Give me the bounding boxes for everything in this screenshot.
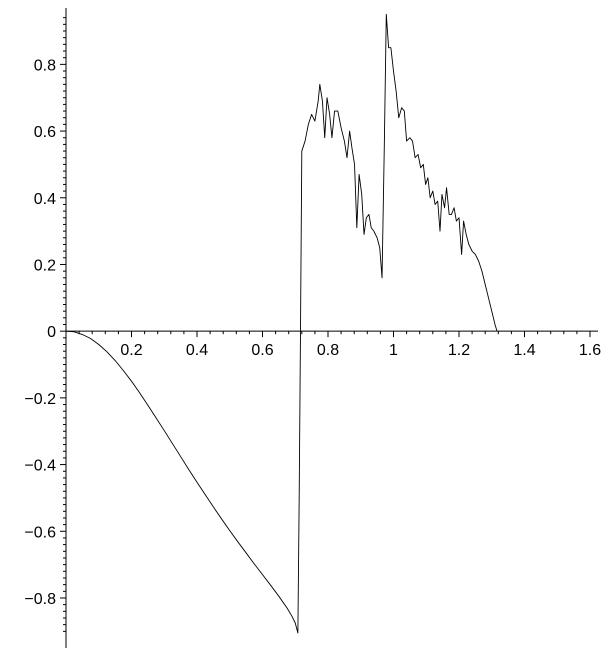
x-tick-label: 0.4 (186, 342, 208, 359)
x-tick-label: 1 (389, 342, 398, 359)
x-ticks: 0.2 0.4 0.6 0.8 1 1.2 1.4 1.6 (120, 331, 601, 359)
y-tick-label: −0.4 (24, 458, 56, 475)
x-tick-label: 1.2 (448, 342, 470, 359)
y-ticks: 0.8 0.6 0.4 0.2 0 −0.2 −0.4 −0.6 −0.8 (24, 57, 56, 608)
y-tick-label: −0.8 (24, 591, 56, 608)
y-tick-label: 0.2 (34, 257, 56, 274)
x-tick-label: 1.4 (513, 342, 535, 359)
x-tick-label: 0.6 (251, 342, 273, 359)
y-tick-label: 0.6 (34, 124, 56, 141)
series-layer (65, 13, 498, 634)
x-tick-label: 0.2 (120, 342, 142, 359)
y-tick-label: −0.6 (24, 524, 56, 541)
y-tick-label: 0 (47, 324, 56, 341)
x-tick-label: 1.6 (579, 342, 601, 359)
y-tick-label: 0.4 (34, 191, 56, 208)
y-tick-label: 0.8 (34, 57, 56, 74)
x-tick-label: 0.8 (317, 342, 339, 359)
series-line (65, 13, 498, 634)
minor-ticks (60, 17, 591, 632)
y-tick-label: −0.2 (24, 391, 56, 408)
